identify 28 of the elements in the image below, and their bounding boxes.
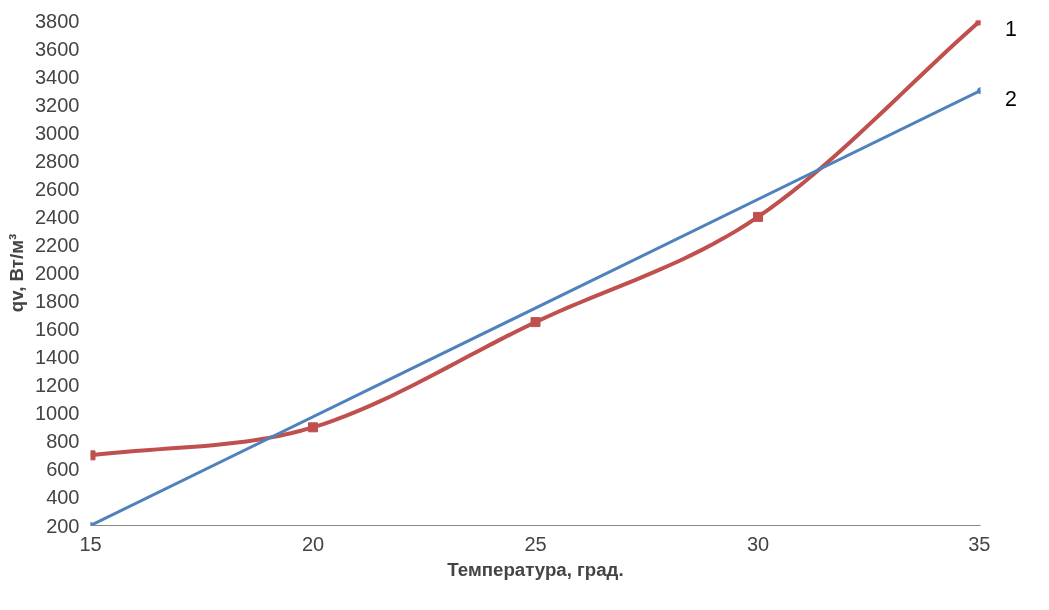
x-tick-label: 30 bbox=[746, 532, 770, 555]
y-tick-label: 2000 bbox=[35, 262, 80, 284]
y-tick-label: 3600 bbox=[35, 37, 80, 60]
y-tick-label: 1200 bbox=[35, 374, 80, 397]
y-tick-label: 800 bbox=[46, 430, 80, 453]
y-tick-label: 1400 bbox=[35, 346, 80, 369]
y-tick-label: 2200 bbox=[35, 233, 80, 256]
x-tick-label: 25 bbox=[524, 532, 547, 555]
y-tick-label: 2400 bbox=[35, 205, 80, 228]
y-tick-label: 2600 bbox=[35, 177, 80, 200]
y-tick-label: 400 bbox=[46, 486, 80, 509]
y-tick-label: 3000 bbox=[35, 121, 80, 144]
y-tick-label: 2800 bbox=[35, 149, 80, 172]
y-tick-label: 200 bbox=[46, 514, 80, 537]
y-tick-label: 600 bbox=[46, 458, 80, 481]
y-tick-label: 3800 bbox=[35, 9, 80, 32]
y-tick-label: 3400 bbox=[35, 65, 80, 88]
x-tick-label: 20 bbox=[301, 532, 325, 555]
x-tick-label: 35 bbox=[968, 532, 991, 555]
y-axis-title: qv, Вт/м³ bbox=[6, 233, 28, 313]
series-label: 1 bbox=[1004, 16, 1017, 41]
series-label: 2 bbox=[1004, 86, 1017, 111]
y-tick-label: 1800 bbox=[35, 290, 80, 313]
y-tick-label: 1600 bbox=[35, 318, 80, 341]
y-tick-label: 1000 bbox=[35, 402, 80, 425]
x-axis-title: Температура, град. bbox=[447, 558, 624, 580]
x-tick-label: 15 bbox=[79, 532, 102, 555]
y-tick-label: 3200 bbox=[35, 93, 80, 116]
